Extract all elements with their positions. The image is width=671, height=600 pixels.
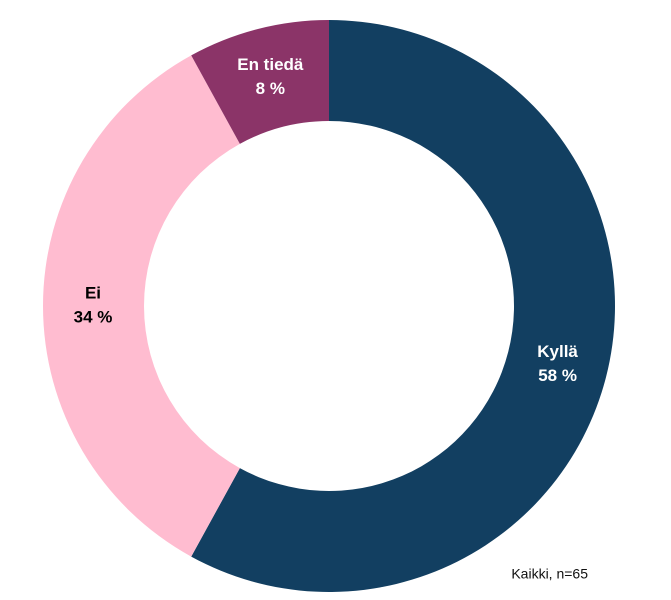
slice-label: Kyllä [537,342,578,361]
slice-label: Ei [85,283,101,302]
donut-slice [42,55,240,557]
slice-value-label: 34 % [74,307,113,326]
slice-value-label: 8 % [256,79,285,98]
note: Kaikki, n=65 [511,566,588,582]
slice-value-label: 58 % [538,366,577,385]
donut-slice [191,20,615,592]
slice-label: En tiedä [237,55,304,74]
donut-slice [191,20,329,144]
